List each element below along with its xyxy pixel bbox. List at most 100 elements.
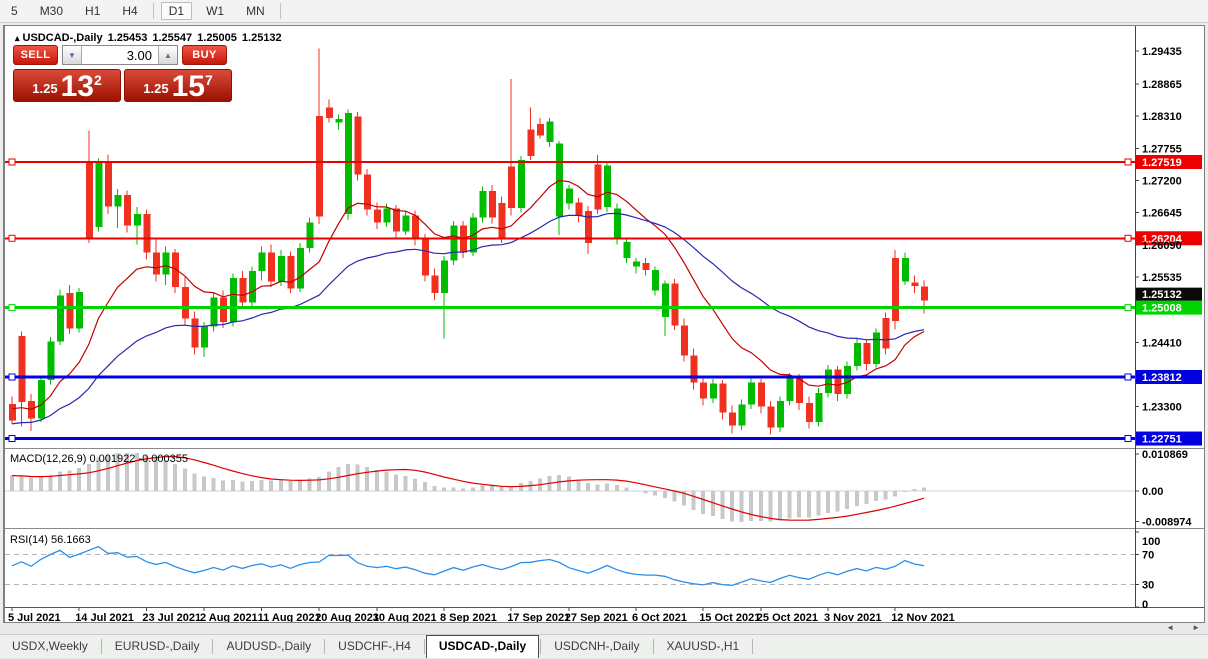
candle-body xyxy=(690,355,698,383)
macd-histogram-bar xyxy=(595,484,600,491)
ma-fast-line xyxy=(11,179,925,410)
macd-histogram-bar xyxy=(346,463,350,491)
chart-tab-xauusd[interactable]: XAUUSD-,H1 xyxy=(666,639,740,653)
macd-histogram-bar xyxy=(77,468,82,491)
candle-body xyxy=(297,247,304,289)
bid-quote-button[interactable]: 1.25 13 2 xyxy=(13,69,121,102)
macd-histogram-bar xyxy=(509,485,514,491)
toolbar-separator xyxy=(279,3,281,19)
ask-price-pipette: 7 xyxy=(204,72,213,88)
timeframe-button-mn[interactable]: MN xyxy=(246,4,265,18)
level-anchor-handle[interactable] xyxy=(8,304,16,312)
macd-histogram-bar xyxy=(653,491,658,496)
candle-body xyxy=(37,380,45,419)
level-anchor-handle[interactable] xyxy=(8,234,16,242)
date-tick-label: 23 Jul 2021 xyxy=(142,612,201,622)
macd-histogram-bar xyxy=(816,491,821,516)
chart-window[interactable]: 1.27519 1.26204 1.25008 1.23812 1.22751 1.251… xyxy=(3,25,1205,623)
candle-body xyxy=(901,258,909,282)
timeframe-button-5[interactable]: 5 xyxy=(11,4,18,18)
volume-decrease-button[interactable]: ▼ xyxy=(63,46,82,64)
level-anchor-handle[interactable] xyxy=(8,373,16,381)
rsi-pane[interactable] xyxy=(5,545,1135,587)
macd-histogram-bar xyxy=(173,463,178,491)
candle-body xyxy=(546,121,554,143)
macd-histogram-bar xyxy=(192,473,197,491)
candle-body xyxy=(325,107,333,118)
timeframe-button-h4[interactable]: H4 xyxy=(122,4,138,18)
bid-price-pipette: 2 xyxy=(93,72,102,88)
candle-body xyxy=(316,116,324,217)
candle-body xyxy=(229,277,237,323)
candle-body xyxy=(719,383,727,413)
timeframe-button-w1[interactable]: W1 xyxy=(206,4,225,18)
candle-body xyxy=(133,214,141,226)
macd-histogram-bar xyxy=(864,491,869,505)
date-tick-label: 15 Oct 2021 xyxy=(699,612,760,622)
chart-tab-usdcad[interactable]: USDCAD-,Daily xyxy=(425,635,540,658)
ask-quote-button[interactable]: 1.25 15 7 xyxy=(124,69,232,102)
chart-canvas[interactable]: 1.275191.262041.250081.238121.227511.251… xyxy=(5,26,1204,622)
candle-body xyxy=(738,404,746,426)
macd-histogram-bar xyxy=(787,491,792,519)
volume-input[interactable] xyxy=(82,46,158,64)
candle-body xyxy=(709,383,717,399)
price-axis[interactable]: 1.29435 1.28865 1.28310 1.27755 1.27200 1.266… xyxy=(1135,46,1192,611)
timeframe-button-d1[interactable]: D1 xyxy=(160,2,193,20)
level-anchor-handle[interactable] xyxy=(1124,234,1132,242)
tab-scroll-left-icon[interactable]: ◄ xyxy=(1166,623,1175,632)
chart-tab-usdx[interactable]: USDX,Weekly xyxy=(12,639,88,653)
timeframe-button-m30[interactable]: M30 xyxy=(39,4,64,18)
candle-body xyxy=(642,262,650,270)
candle-body xyxy=(661,283,669,317)
macd-histogram-bar xyxy=(730,491,734,522)
level-anchor-handle[interactable] xyxy=(1124,158,1132,166)
tab-separator xyxy=(652,639,654,654)
macd-histogram-bar xyxy=(67,470,72,491)
level-anchor-handle[interactable] xyxy=(8,158,16,166)
sell-button[interactable]: SELL xyxy=(13,45,58,65)
candle-body xyxy=(815,392,823,422)
macd-histogram-bar xyxy=(221,480,226,491)
date-tick-label: 2 Aug 2021 xyxy=(200,612,258,622)
date-tick-label: 27 Sep 2021 xyxy=(565,612,628,622)
chart-tab-audusd[interactable]: AUDUSD-,Daily xyxy=(226,639,312,653)
volume-increase-button[interactable]: ▲ xyxy=(158,46,177,64)
chart-background[interactable] xyxy=(5,26,1204,622)
level-anchor-handle[interactable] xyxy=(8,435,16,443)
tab-scroll-right-icon[interactable]: ► xyxy=(1192,623,1200,632)
date-tick-label: 12 Nov 2021 xyxy=(891,612,955,622)
volume-stepper: ▼ ▲ xyxy=(62,45,178,65)
macd-histogram-bar xyxy=(240,481,245,491)
chart-tab-eurusd[interactable]: EURUSD-,Daily xyxy=(114,639,200,653)
macd-histogram-bar xyxy=(269,480,274,491)
level-anchor-handle[interactable] xyxy=(1124,435,1132,443)
macd-histogram-bar xyxy=(38,477,43,491)
macd-pane[interactable] xyxy=(5,452,1135,522)
macd-histogram-bar xyxy=(835,491,840,512)
macd-histogram-bar xyxy=(307,478,312,491)
macd-histogram-bar xyxy=(739,491,744,522)
timeframe-button-h1[interactable]: H1 xyxy=(85,4,101,18)
candle-body xyxy=(345,113,352,215)
chart-tab-usdchf[interactable]: USDCHF-,H4 xyxy=(338,639,411,653)
chart-tab-usdcnh[interactable]: USDCNH-,Daily xyxy=(554,639,640,653)
macd-histogram-bar xyxy=(182,468,187,491)
macd-histogram-bar xyxy=(394,474,398,491)
level-anchor-handle[interactable] xyxy=(1124,373,1132,381)
candle-body xyxy=(805,403,813,422)
candle-body xyxy=(729,412,736,426)
macd-histogram-bar xyxy=(403,475,408,491)
candle-body xyxy=(421,239,429,276)
collapse-panel-icon[interactable]: ▴ xyxy=(15,33,20,43)
macd-histogram-bar xyxy=(480,485,485,491)
level-anchor-handle[interactable] xyxy=(1124,304,1132,312)
rsi-tick-label: 30 xyxy=(1142,580,1154,592)
candle-body xyxy=(162,252,170,275)
level-price-label xyxy=(1136,155,1202,169)
date-tick-label: 20 Aug 2021 xyxy=(315,612,379,622)
buy-button[interactable]: BUY xyxy=(182,45,227,65)
rsi-tick-label: 100 xyxy=(1142,536,1160,548)
level-price-label xyxy=(1136,431,1202,446)
